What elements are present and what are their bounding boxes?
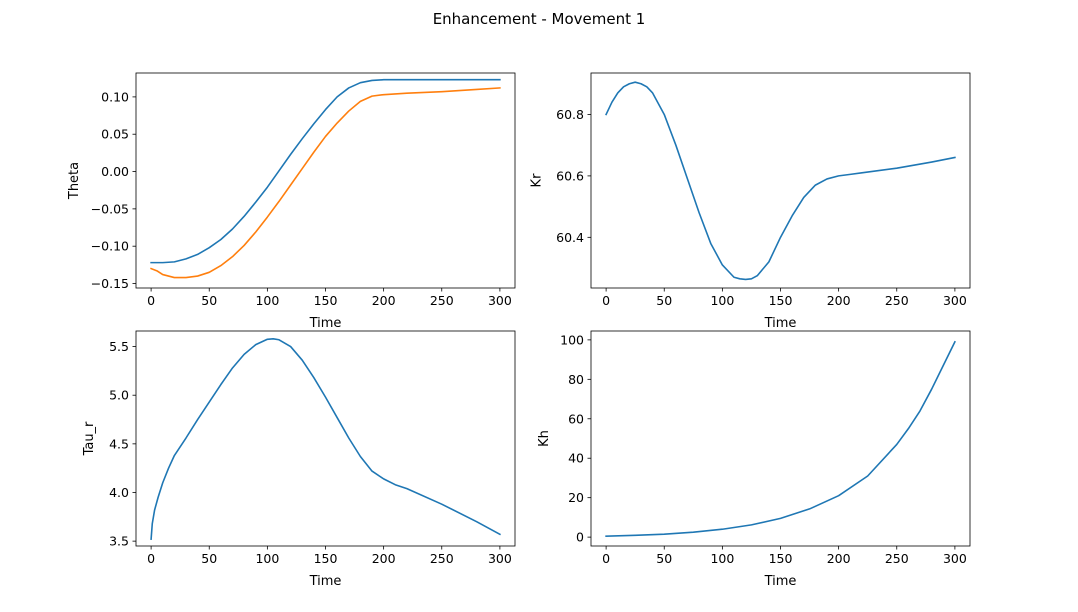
series-line-1 [150,337,501,541]
y-tick-label: 0.05 [101,127,129,142]
series-line-1 [605,340,956,537]
y-tick-label: −0.05 [91,201,129,216]
y-tick-label: −0.15 [91,276,129,291]
x-tick-label: 300 [943,293,967,308]
y-tick-label: 100 [560,332,584,347]
y-tick-label: 60 [568,411,584,426]
x-tick-label: 200 [827,551,851,566]
x-tick-label: 0 [147,551,155,566]
x-tick-label: 0 [602,551,610,566]
y-axis-label: Kh [537,430,552,447]
y-tick-label: 20 [568,490,584,505]
y-tick-label: 60.6 [556,168,584,183]
x-tick-label: 50 [656,293,672,308]
y-tick-label: 0 [576,530,584,545]
x-tick-label: 300 [488,293,512,308]
x-axis-label: Time [764,316,797,331]
y-axis-label: Tau_r [82,421,97,456]
subplot-kr: 0 50 100 150 200 250 300 60.4 60.6 60.8 Time Kr [530,72,971,331]
x-tick-label: 150 [314,293,338,308]
y-tick-label: 4.5 [109,436,129,451]
y-tick-label: 5.0 [109,388,129,403]
subplot-kh: 0 50 100 150 200 250 300 0 20 40 60 80 100 Time Kh [537,330,971,589]
x-tick-label: 150 [769,551,793,566]
x-tick-label: 250 [885,293,909,308]
x-tick-label: 100 [255,551,279,566]
y-tick-label: −0.10 [91,239,129,254]
x-tick-label: 50 [656,551,672,566]
x-tick-label: 50 [201,551,217,566]
x-tick-label: 100 [710,293,734,308]
x-tick-label: 250 [885,551,909,566]
x-tick-label: 100 [710,551,734,566]
series-line-1 [605,81,956,281]
x-tick-label: 50 [201,293,217,308]
x-tick-label: 0 [602,293,610,308]
y-tick-label: 80 [568,372,584,387]
x-tick-label: 250 [430,293,454,308]
subplot-theta: 0 50 100 150 200 250 300 −0.15 −0.10 −0.05 0.00 0.0… [67,72,516,331]
x-tick-label: 300 [488,551,512,566]
x-tick-label: 250 [430,551,454,566]
x-tick-label: 150 [314,551,338,566]
subplot-tau-r: 0 50 100 150 200 250 300 3.5 4.0 4.5 5.0 5.5 Time Tau… [82,330,516,589]
y-axis-label: Theta [67,162,82,200]
y-tick-label: 60.8 [556,107,584,122]
x-axis-label: Time [309,316,342,331]
x-tick-label: 200 [827,293,851,308]
x-tick-label: 200 [372,293,396,308]
y-tick-label: 4.0 [109,485,129,500]
x-axis-label: Time [764,574,797,589]
subplots: 0 50 100 150 200 250 300−0.15−0.10−0.050.000.0… [67,72,971,589]
series-line-2 [150,87,501,279]
y-tick-label: 5.5 [109,339,129,354]
x-tick-label: 200 [372,551,396,566]
y-axis-label: Kr [530,173,545,188]
x-axis-label: Time [309,574,342,589]
x-tick-label: 150 [769,293,793,308]
x-tick-label: 300 [943,551,967,566]
x-tick-label: 0 [147,293,155,308]
x-tick-label: 100 [255,293,279,308]
y-tick-label: 60.4 [556,230,584,245]
y-tick-label: 0.10 [101,89,129,104]
y-tick-label: 3.5 [109,534,129,549]
y-tick-label: 40 [568,451,584,466]
y-tick-label: 0.00 [101,164,129,179]
figure-title: Enhancement - Movement 1 [433,10,646,28]
series-line-1 [150,78,501,264]
